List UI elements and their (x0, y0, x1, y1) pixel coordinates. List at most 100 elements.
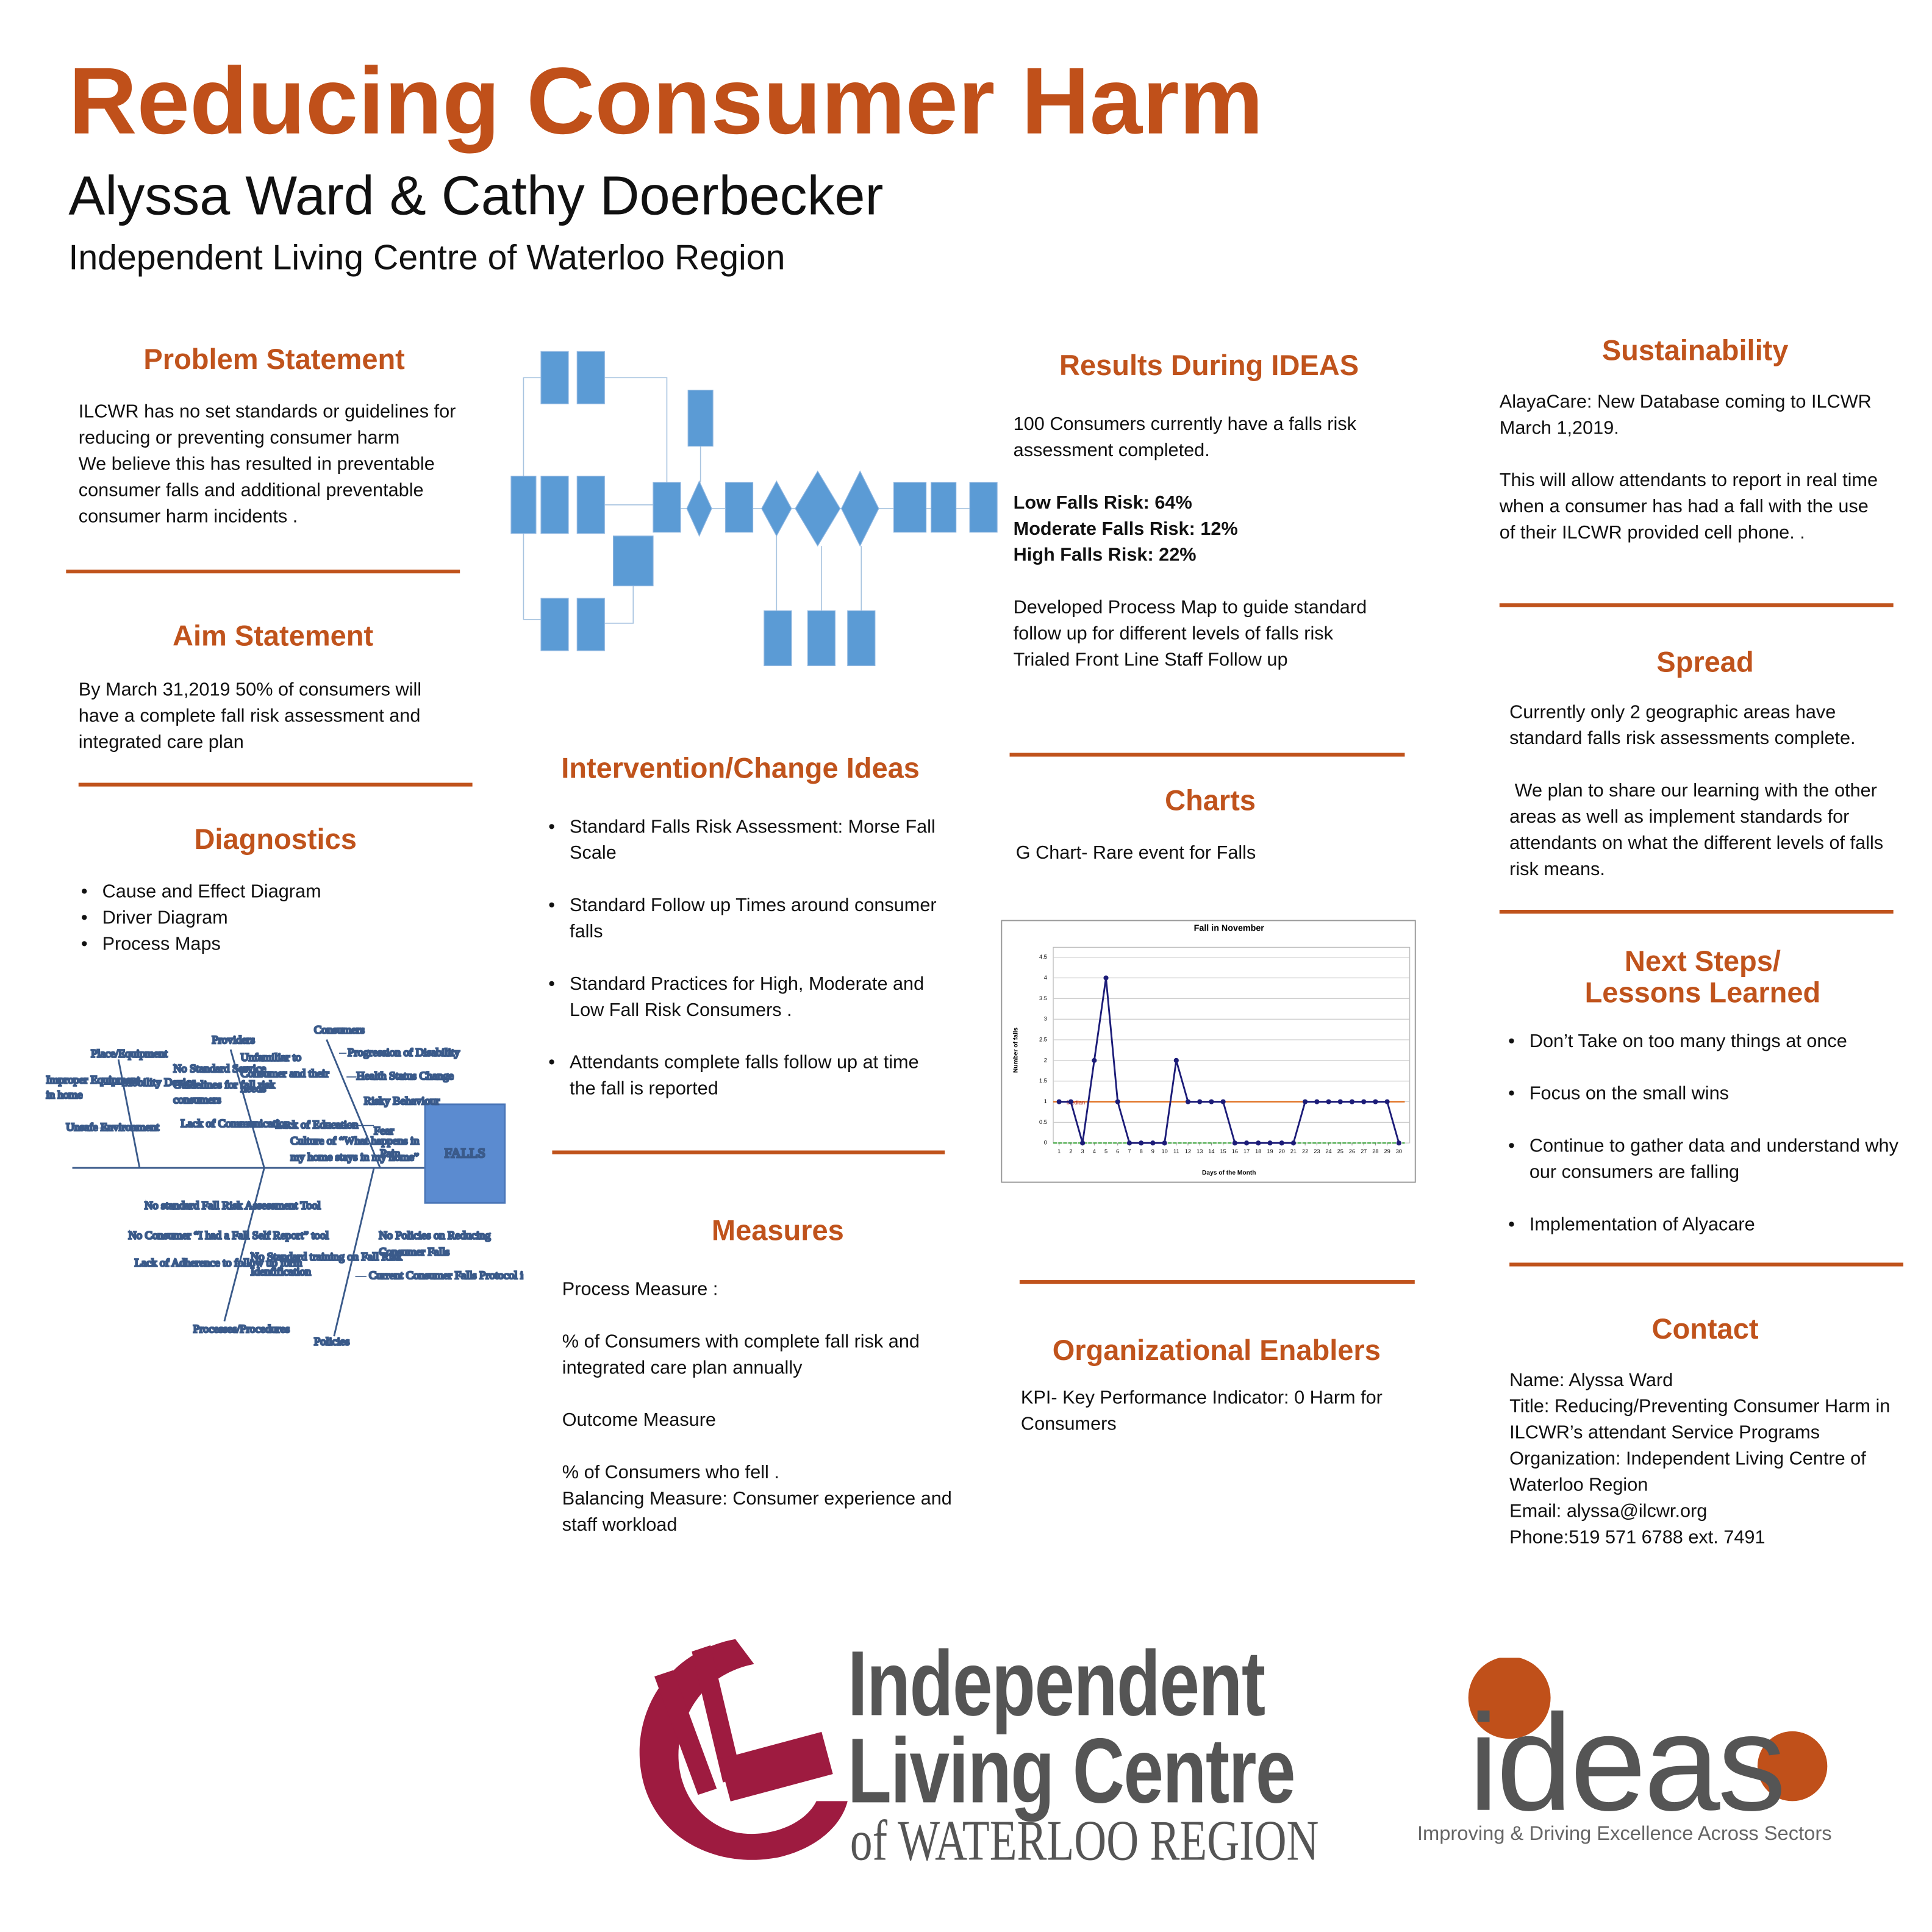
data-point (1162, 1140, 1167, 1146)
ilc-logo-line: of WATERLOO REGION (850, 1808, 1319, 1872)
fishbone-head: FALLS (445, 1145, 485, 1161)
x-tick-label: 23 (1314, 1148, 1320, 1154)
x-tick-label: 9 (1151, 1148, 1154, 1154)
x-tick-label: 16 (1232, 1148, 1238, 1154)
data-point (1209, 1099, 1214, 1104)
fishbone-label: Progression of Disability (348, 1046, 460, 1058)
section-heading: Problem Statement (143, 343, 405, 376)
organization: Independent Living Centre of Waterloo Re… (68, 238, 785, 277)
data-point (1303, 1099, 1308, 1104)
fishbone-label: No standard Fall Risk Assessment Tool (145, 1200, 321, 1212)
paragraph: ILCWR has no set standards or guidelines… (79, 399, 465, 530)
data-point (1092, 1057, 1097, 1063)
bullet-item: Cause and Effect Diagram (79, 879, 453, 905)
section-body: Name: Alyssa Ward Title: Reducing/Prevent… (1509, 1367, 1902, 1576)
bullet-item: Standard Follow up Times around consumer… (546, 892, 945, 945)
x-tick-label: 7 (1128, 1148, 1131, 1154)
bullet-item: Attendants complete falls follow up at t… (546, 1050, 945, 1102)
x-tick-label: 5 (1104, 1148, 1107, 1154)
g-chart: Fall in November Days of the Month Number … (1001, 920, 1416, 1183)
section-heading: Spread (1656, 645, 1754, 678)
y-tick-label: 3 (1044, 1016, 1047, 1022)
data-point (1337, 1099, 1343, 1104)
section-heading: Diagnostics (194, 822, 357, 856)
x-tick-label: 30 (1396, 1148, 1402, 1154)
paragraph: Low Falls Risk: 64% Moderate Falls Risk: … (1014, 490, 1400, 568)
paragraph: We plan to share our learning with the o… (1509, 778, 1908, 882)
text-line: By March 31,2019 50% of consumers will h… (78, 679, 427, 753)
section-body: G Chart- Rare event for Falls (1016, 840, 1403, 893)
x-tick-label: 14 (1208, 1148, 1214, 1154)
fishbone-label: Policies (314, 1335, 349, 1347)
text-line: Title: Reducing/Preventing Consumer Harm… (1509, 1396, 1895, 1444)
fishbone-label: Identification (251, 1265, 311, 1278)
data-point (1115, 1099, 1120, 1104)
text-line: Name: Alyssa Ward (1509, 1370, 1673, 1391)
y-tick-label: 1 (1044, 1098, 1047, 1104)
x-tick-label: 2 (1069, 1148, 1072, 1154)
x-tick-label: 4 (1093, 1148, 1096, 1154)
text-line: Moderate Falls Risk: 12% (1013, 518, 1238, 540)
data-point (1256, 1140, 1261, 1146)
section-heading: Contact (1651, 1312, 1759, 1345)
y-tick-label: 2 (1044, 1057, 1047, 1063)
fishbone-label: Lack of Education (276, 1118, 359, 1131)
paragraph: KPI- Key Performance Indicator: 0 Harm f… (1021, 1385, 1414, 1437)
bullet-item: Focus on the small wins (1506, 1081, 1905, 1107)
text-line: 100 Consumers currently have a falls ris… (1013, 413, 1362, 462)
paragraph: AlayaCare: New Database coming to ILCWR … (1500, 389, 1886, 442)
data-point (1150, 1140, 1156, 1146)
text-line: Organization: Independent Living Centre … (1509, 1448, 1872, 1496)
section-body: Standard Falls Risk Assessment: Morse Fa… (546, 814, 945, 1128)
fishbone-label: Guidelines for fall risk (173, 1078, 276, 1090)
fishbone-label: Consumer Falls (379, 1245, 449, 1258)
paragraph: 100 Consumers currently have a falls ris… (1014, 411, 1400, 463)
paragraph: Currently only 2 geographic areas have s… (1509, 699, 1908, 752)
paragraph: G Chart- Rare event for Falls (1016, 840, 1403, 867)
text-line: Low Falls Risk: 64% (1013, 492, 1192, 514)
fishbone-label: Risky Behaviour (364, 1095, 440, 1107)
data-point (1068, 1099, 1073, 1104)
data-point (1384, 1099, 1390, 1104)
fishbone-label: Unfamiliar to (240, 1051, 301, 1063)
x-tick-label: 15 (1220, 1148, 1226, 1154)
x-tick-label: 24 (1325, 1148, 1331, 1154)
bullet-item: Don’t Take on too many things at once (1506, 1028, 1905, 1054)
paragraph: By March 31,2019 50% of consumers will h… (79, 677, 453, 756)
y-tick-label: 2.5 (1039, 1036, 1047, 1042)
x-tick-label: 21 (1290, 1148, 1297, 1154)
divider (78, 782, 473, 787)
text-line: Currently only 2 geographic areas have s… (1509, 701, 1856, 750)
text-line: Process Measure : (562, 1279, 718, 1300)
divider (1499, 603, 1894, 607)
data-point (1279, 1140, 1284, 1146)
process-map (510, 351, 998, 667)
paragraph: Name: Alyssa Ward Title: Reducing/Prevent… (1509, 1367, 1902, 1550)
paragraph: Developed Process Map to guide standard … (1014, 595, 1400, 673)
divider (1009, 753, 1405, 757)
section-heading: Organizational Enablers (1052, 1333, 1381, 1367)
data-point (1103, 975, 1109, 981)
bullet-item: Standard Practices for High, Moderate an… (546, 971, 945, 1023)
section-heading: Lessons Learned (1584, 976, 1821, 1009)
text-line: Phone:519 571 6788 ext. 7491 (1509, 1526, 1766, 1548)
y-axis-label: Number of falls (1012, 1028, 1019, 1073)
section-heading: Aim Statement (173, 619, 374, 652)
text-line: G Chart- Rare event for Falls (1015, 842, 1256, 864)
y-tick-label: 3.5 (1039, 995, 1047, 1001)
ideas-logo-mark (1468, 1658, 1828, 1801)
divider (1019, 1280, 1415, 1284)
section-heading: Charts (1165, 784, 1256, 817)
x-tick-label: 12 (1185, 1148, 1191, 1154)
ilc-logo-line: Independent (847, 1631, 1265, 1736)
section-heading: Next Steps/ (1624, 945, 1781, 978)
section-heading: Sustainability (1601, 334, 1789, 367)
text-line: AlayaCare: New Database coming to ILCWR … (1499, 391, 1877, 439)
data-point (1197, 1099, 1203, 1104)
text-line: KPI- Key Performance Indicator: 0 Harm f… (1020, 1387, 1388, 1435)
bullet-item: Continue to gather data and understand w… (1506, 1133, 1905, 1186)
ideas-tagline: Improving & Driving Excellence Across Se… (1417, 1823, 1832, 1845)
text-line: We believe this has resulted in preventa… (78, 453, 440, 528)
data-point (1361, 1099, 1367, 1104)
